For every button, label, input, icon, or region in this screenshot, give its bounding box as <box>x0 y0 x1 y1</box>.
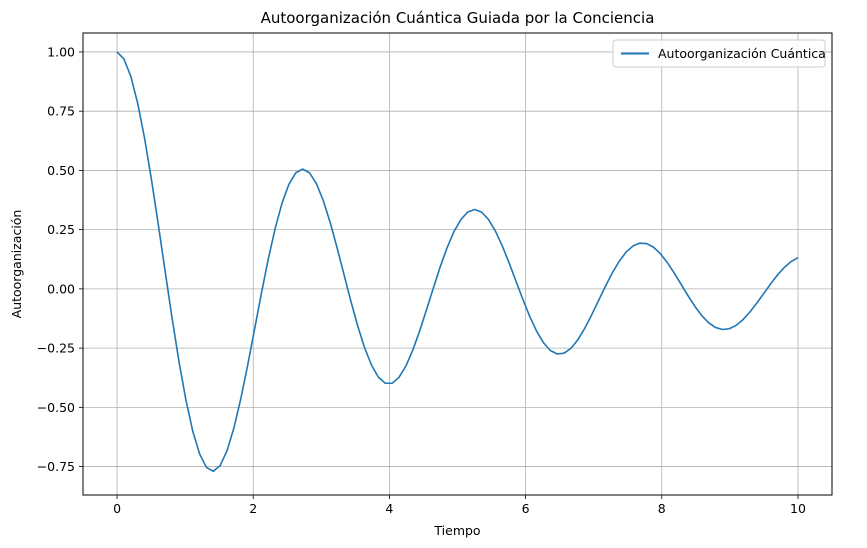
y-tick-label: 1.00 <box>47 44 75 59</box>
y-tick-label: 0.25 <box>47 222 75 237</box>
y-axis-ticks: −0.75 −0.50 −0.25 0.00 0.25 0.50 0.75 1.00 <box>37 44 83 474</box>
x-tick-label: 4 <box>385 501 393 516</box>
x-axis-ticks: 0 2 4 6 8 10 <box>113 495 806 516</box>
y-tick-label: −0.50 <box>37 400 75 415</box>
plot-frame <box>82 32 833 496</box>
chart-title: Autoorganización Cuántica Guiada por la … <box>261 9 655 27</box>
legend-box <box>612 39 826 68</box>
y-tick-label: −0.75 <box>37 459 75 474</box>
y-tick-label: 0.75 <box>47 104 75 119</box>
x-tick-label: 6 <box>522 501 530 516</box>
series-layer <box>116 51 799 473</box>
legend: Autoorganización Cuántica <box>612 39 826 68</box>
x-tick-label: 2 <box>249 501 257 516</box>
y-tick-label: 0.00 <box>47 281 75 296</box>
y-tick-label: 0.50 <box>47 163 75 178</box>
series-line <box>116 51 799 473</box>
legend-label: Autoorganización Cuántica <box>658 46 826 61</box>
y-tick-label: −0.25 <box>37 341 75 356</box>
y-axis-title: Autoorganización <box>9 210 24 319</box>
x-axis-title: Tiempo <box>433 523 480 538</box>
x-tick-label: 8 <box>658 501 666 516</box>
x-tick-label: 10 <box>790 501 806 516</box>
x-tick-label: 0 <box>113 501 121 516</box>
